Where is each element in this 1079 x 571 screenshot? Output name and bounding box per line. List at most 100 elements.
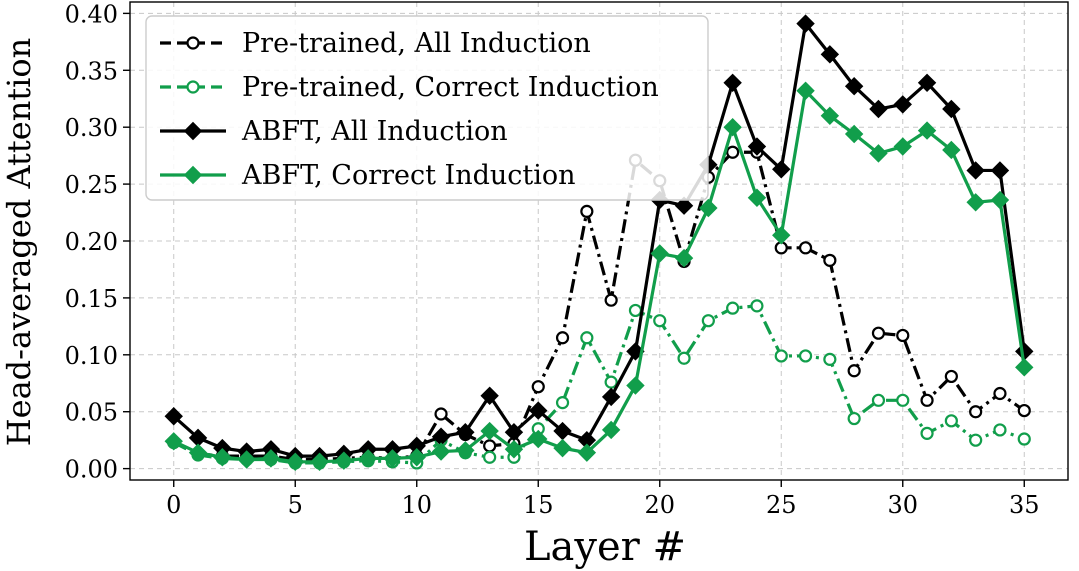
- data-point: [942, 99, 961, 119]
- data-point: [261, 449, 281, 468]
- data-point: [604, 375, 618, 389]
- x-tick-label: 15: [523, 491, 554, 519]
- data-point: [966, 161, 985, 180]
- y-tick-label: 0.15: [65, 285, 118, 313]
- data-point: [1017, 432, 1031, 446]
- legend-entry: ABFT, All Induction: [160, 116, 508, 147]
- data-point: [529, 429, 548, 449]
- data-point: [580, 204, 594, 219]
- data-point: [580, 331, 594, 345]
- data-point: [796, 14, 815, 33]
- x-tick-label: 10: [401, 491, 432, 519]
- data-point: [650, 244, 669, 263]
- data-point: [823, 352, 837, 366]
- data-point: [555, 396, 570, 410]
- data-point: [434, 407, 448, 421]
- data-point: [993, 386, 1007, 401]
- data-point: [383, 449, 402, 468]
- data-point: [358, 449, 378, 468]
- y-tick-label: 0.30: [65, 114, 118, 142]
- data-point: [577, 443, 597, 462]
- y-axis-title: Head-averaged Attention: [0, 38, 38, 447]
- data-point: [1017, 403, 1031, 418]
- data-point: [772, 226, 791, 245]
- data-point: [653, 314, 667, 328]
- data-point: [747, 137, 767, 156]
- legend-entry: Pre-trained, Correct Induction: [160, 72, 659, 103]
- data-point: [774, 349, 788, 363]
- legend-label: Pre-trained, Correct Induction: [242, 72, 659, 103]
- legend-entry: ABFT, Correct Induction: [160, 160, 576, 191]
- data-point: [480, 386, 499, 405]
- data-point: [407, 448, 426, 467]
- data-point: [966, 193, 985, 212]
- legend-marker: [186, 36, 200, 50]
- data-point: [601, 387, 621, 407]
- data-point: [628, 303, 643, 318]
- data-point: [310, 452, 329, 471]
- data-point: [237, 450, 256, 469]
- data-point: [747, 188, 767, 207]
- data-point: [213, 448, 232, 467]
- data-point: [869, 99, 888, 119]
- series-4: [164, 81, 1034, 471]
- data-point: [772, 160, 791, 179]
- data-point: [504, 440, 524, 459]
- legend-marker: [186, 80, 200, 94]
- data-point: [944, 369, 958, 384]
- x-axis-title: Layer #: [524, 524, 686, 570]
- data-point: [723, 73, 742, 93]
- x-tick-label: 30: [887, 491, 918, 519]
- data-point: [844, 124, 864, 144]
- data-point: [483, 439, 497, 453]
- data-point: [164, 432, 183, 451]
- data-point: [820, 45, 840, 64]
- data-point: [601, 420, 621, 440]
- data-point: [701, 314, 715, 328]
- data-point: [942, 140, 961, 160]
- data-point: [969, 405, 983, 419]
- data-point: [1015, 358, 1034, 377]
- data-point: [456, 422, 475, 442]
- data-point: [847, 364, 861, 378]
- data-point: [480, 421, 499, 441]
- data-point: [969, 433, 983, 447]
- data-point: [286, 452, 305, 471]
- data-point: [723, 117, 742, 137]
- chart-legend: Pre-trained, All Induction Pre-trained, C…: [145, 15, 709, 201]
- data-point: [674, 248, 694, 268]
- data-point: [871, 393, 886, 407]
- y-tick-label: 0.10: [65, 342, 118, 370]
- legend-marker: [183, 165, 203, 185]
- data-point: [917, 73, 937, 93]
- x-tick-label: 25: [766, 491, 797, 519]
- data-point: [823, 253, 837, 267]
- legend-box: [145, 15, 709, 201]
- data-point: [896, 393, 910, 407]
- data-point: [798, 349, 813, 363]
- legend-entry: Pre-trained, All Induction: [160, 28, 591, 59]
- legend-label: Pre-trained, All Induction: [242, 28, 591, 59]
- y-tick-label: 0.20: [65, 228, 118, 256]
- axis-ticks: 0 5 10 15 20 25 30 35 0.00 0.05 0.10 0.15 0.20 0.25 0.…: [65, 0, 1040, 519]
- y-tick-label: 0.05: [65, 399, 118, 427]
- y-tick-label: 0.25: [65, 171, 118, 199]
- data-point: [920, 426, 934, 440]
- data-point: [896, 328, 910, 343]
- data-point: [990, 190, 1010, 210]
- data-point: [483, 450, 497, 464]
- data-point: [798, 241, 813, 255]
- data-point: [796, 81, 815, 100]
- x-tick-label: 20: [644, 491, 675, 519]
- data-point: [893, 95, 912, 114]
- data-point: [871, 326, 886, 340]
- series-3: [164, 14, 1034, 466]
- data-point: [869, 144, 888, 163]
- data-point: [334, 451, 354, 470]
- legend-label: ABFT, Correct Induction: [241, 160, 576, 191]
- data-point: [553, 438, 572, 458]
- data-point: [990, 161, 1010, 180]
- x-tick-label: 5: [288, 491, 303, 519]
- data-point: [529, 401, 548, 420]
